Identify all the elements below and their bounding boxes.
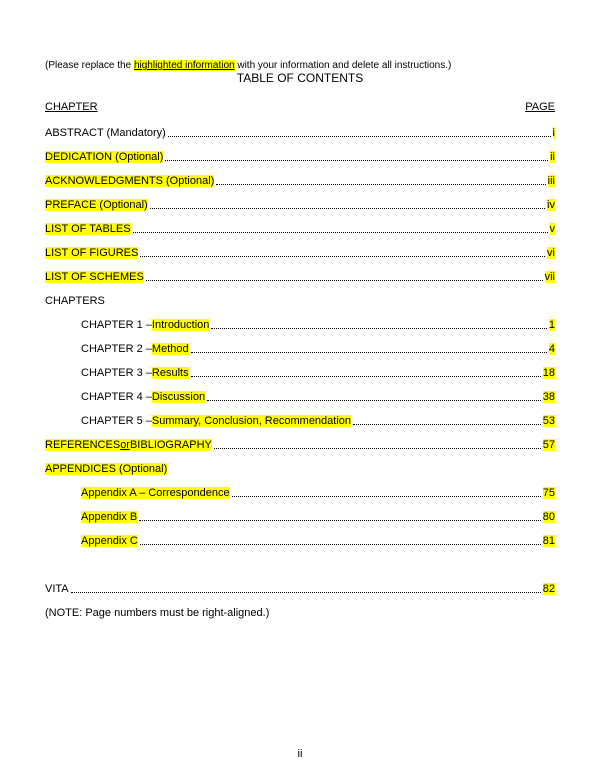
- entry-hl: Appendix C: [81, 535, 138, 547]
- entry-label: DEDICATION (Optional): [45, 151, 163, 163]
- entry-page: iv: [547, 199, 555, 211]
- entry-label: ABSTRACT (Mandatory): [45, 127, 166, 139]
- ref-or: or: [120, 439, 130, 451]
- toc-entry: CHAPTER 5 – Summary, Conclusion, Recomme…: [45, 415, 555, 427]
- entry-page: 82: [543, 583, 555, 595]
- document-page: { "instruction": { "prefix": "(Please re…: [0, 0, 600, 776]
- entry-label: LIST OF SCHEMES: [45, 271, 144, 283]
- toc-entry: CHAPTER 1 – Introduction 1: [45, 319, 555, 331]
- dot-leader: [168, 128, 551, 137]
- entry-hl: Method: [152, 343, 189, 355]
- toc-entry: LIST OF SCHEMES vii: [45, 271, 555, 283]
- entry-page: iii: [548, 175, 555, 187]
- entry-page: 53: [543, 415, 555, 427]
- entry-label: LIST OF FIGURES: [45, 247, 138, 259]
- ref-pre: REFERENCES: [45, 439, 120, 451]
- toc-entry: Appendix C 81: [45, 535, 555, 547]
- dot-leader: [191, 344, 547, 353]
- entry-label: PREFACE (Optional): [45, 199, 148, 211]
- dot-leader: [140, 536, 541, 545]
- entry-prefix: CHAPTER 5 –: [81, 415, 152, 427]
- entry-hl: Introduction: [152, 319, 209, 331]
- header-page: PAGE: [525, 101, 555, 113]
- entry-prefix: CHAPTER 1 –: [81, 319, 152, 331]
- dot-leader: [140, 248, 545, 257]
- dot-leader: [139, 512, 540, 521]
- entry-label: LIST OF TABLES: [45, 223, 131, 235]
- entry-page: 75: [543, 487, 555, 499]
- entry-label: ACKNOWLEDGMENTS (Optional): [45, 175, 214, 187]
- entry-prefix: CHAPTER 3 –: [81, 367, 152, 379]
- entry-prefix: CHAPTER 4 –: [81, 391, 152, 403]
- entry-page: 38: [543, 391, 555, 403]
- entry-page: 57: [543, 439, 555, 451]
- dot-leader: [232, 488, 541, 497]
- instruction-suffix: with your information and delete all ins…: [235, 60, 452, 71]
- toc-entry: Appendix A – Correspondence 75: [45, 487, 555, 499]
- entry-page: ii: [550, 151, 555, 163]
- entry-page: 81: [543, 535, 555, 547]
- toc-header-row: CHAPTER PAGE: [45, 101, 555, 113]
- dot-leader: [150, 200, 545, 209]
- entry-hl: Appendix A – Correspondence: [81, 487, 230, 499]
- dot-leader: [71, 584, 541, 593]
- entry-hl: Summary, Conclusion, Recommendation: [152, 415, 351, 427]
- instruction-line: (Please replace the highlighted informat…: [45, 60, 555, 71]
- toc-entry: LIST OF TABLES v: [45, 223, 555, 235]
- dot-leader: [211, 320, 546, 329]
- ref-post: BIBLIOGRAPHY: [130, 439, 212, 451]
- header-chapter: CHAPTER: [45, 101, 98, 113]
- toc-entry: ABSTRACT (Mandatory) i: [45, 127, 555, 139]
- entry-hl: Results: [152, 367, 189, 379]
- entry-page: i: [553, 127, 555, 139]
- toc-entry: PREFACE (Optional) iv: [45, 199, 555, 211]
- entry-page: 18: [543, 367, 555, 379]
- toc-entry: CHAPTER 3 – Results 18: [45, 367, 555, 379]
- vita-label: VITA: [45, 583, 69, 595]
- chapters-label: CHAPTERS: [45, 295, 555, 307]
- spacer: [45, 559, 555, 583]
- dot-leader: [191, 368, 541, 377]
- entry-page: v: [550, 223, 556, 235]
- dot-leader: [133, 224, 548, 233]
- entry-page: 1: [549, 319, 555, 331]
- toc-entry: CHAPTER 4 – Discussion 38: [45, 391, 555, 403]
- page-number: ii: [0, 748, 600, 760]
- appendices-label: APPENDICES (Optional): [45, 463, 555, 475]
- dot-leader: [216, 176, 545, 185]
- toc-entry: CHAPTER 2 – Method 4: [45, 343, 555, 355]
- toc-entry-references: REFERENCES or BIBLIOGRAPHY 57: [45, 439, 555, 451]
- dot-leader: [146, 272, 543, 281]
- toc-entry: ACKNOWLEDGMENTS (Optional) iii: [45, 175, 555, 187]
- entry-hl: Discussion: [152, 391, 205, 403]
- appendices-label-text: APPENDICES (Optional): [45, 463, 167, 475]
- instruction-highlight: highlighted information: [134, 60, 235, 71]
- dot-leader: [353, 416, 541, 425]
- entry-page: 80: [543, 511, 555, 523]
- entry-prefix: CHAPTER 2 –: [81, 343, 152, 355]
- toc-entry: DEDICATION (Optional) ii: [45, 151, 555, 163]
- toc-entry: Appendix B 80: [45, 511, 555, 523]
- instruction-prefix: (Please replace the: [45, 60, 134, 71]
- toc-entry-vita: VITA 82: [45, 583, 555, 595]
- dot-leader: [214, 440, 541, 449]
- dot-leader: [165, 152, 548, 161]
- note-line: (NOTE: Page numbers must be right-aligne…: [45, 607, 555, 619]
- entry-hl: Appendix B: [81, 511, 137, 523]
- entry-page: vi: [547, 247, 555, 259]
- toc-title: TABLE OF CONTENTS: [45, 71, 555, 85]
- entry-page: vii: [545, 271, 555, 283]
- dot-leader: [207, 392, 541, 401]
- toc-entry: LIST OF FIGURES vi: [45, 247, 555, 259]
- entry-page: 4: [549, 343, 555, 355]
